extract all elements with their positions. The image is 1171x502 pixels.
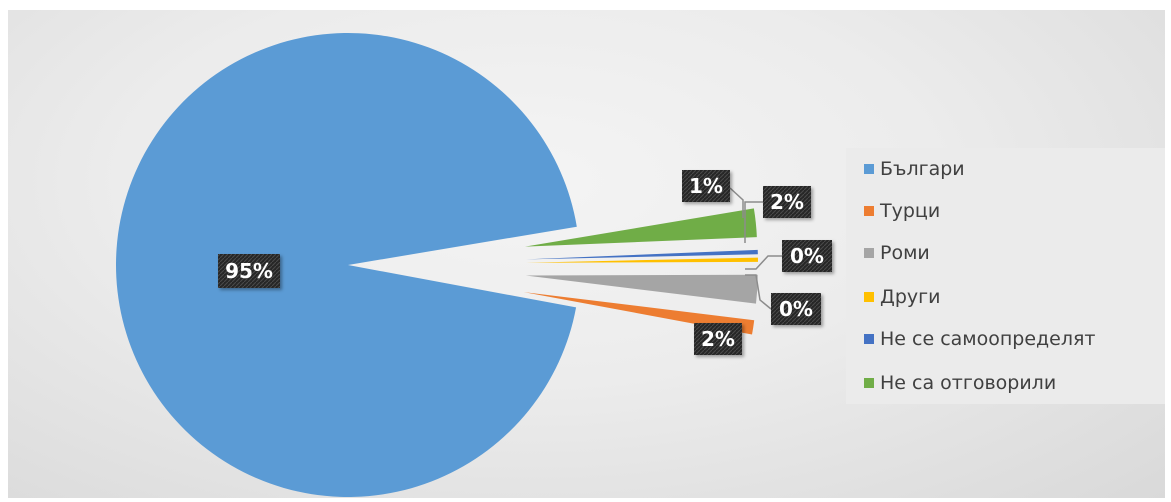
legend-swatch (864, 292, 874, 302)
data-label-box (782, 240, 832, 272)
data-label-5: 0% (771, 293, 821, 325)
data-label-box (682, 170, 730, 202)
legend-swatch (864, 248, 874, 258)
legend-label: Не са отговорили (880, 372, 1057, 394)
leader-line-3 (744, 201, 763, 243)
data-label-2: 1% (682, 170, 730, 202)
legend-label: Роми (880, 242, 930, 264)
data-label-4: 0% (782, 240, 832, 272)
data-label-text: 0% (779, 297, 813, 321)
leader-line-4 (745, 255, 782, 270)
data-label-text: 0% (790, 244, 824, 268)
chart-legend: Българи Турци Роми Други Не се самоопределят… (846, 148, 1165, 404)
leader-line-2 (729, 187, 744, 218)
legend-swatch (864, 164, 874, 174)
legend-label: Турци (880, 200, 941, 222)
legend-item: Българи (864, 154, 965, 184)
data-label-text: 2% (701, 327, 735, 351)
data-label-1: 95% (218, 254, 280, 288)
data-label-text: 2% (770, 190, 804, 214)
legend-label: Българи (880, 158, 965, 180)
legend-swatch (864, 334, 874, 344)
legend-item: Роми (864, 238, 930, 268)
legend-item: Не се самоопределят (864, 324, 1096, 354)
data-label-box (763, 186, 811, 218)
legend-item: Не са отговорили (864, 368, 1056, 398)
pie-slice-5 (525, 249, 758, 260)
data-label-box (694, 323, 742, 355)
legend-label: Други (880, 286, 941, 308)
data-label-text: 1% (689, 174, 723, 198)
data-label-3: 2% (763, 186, 811, 218)
data-label-box (771, 293, 821, 325)
pie-slice-1 (116, 33, 577, 498)
data-label-box (218, 254, 280, 288)
data-label-6: 2% (694, 323, 742, 355)
legend-swatch (864, 378, 874, 388)
pie-slice-4 (525, 257, 758, 263)
legend-swatch (864, 206, 874, 216)
legend-item: Други (864, 282, 940, 312)
pie-chart: 95% 1% 2% 0% 0% 2% (116, 33, 832, 498)
legend-item: Турци (864, 196, 940, 226)
chart-area: 95% 1% 2% 0% 0% 2% Българи Турци Роми Други Не се… (8, 10, 1165, 498)
legend-label: Не се самоопределят (880, 328, 1096, 350)
pie-slice-3 (525, 274, 758, 304)
leader-line-5 (745, 274, 772, 310)
data-label-text: 95% (225, 259, 273, 283)
pie-slice-6 (525, 208, 757, 247)
